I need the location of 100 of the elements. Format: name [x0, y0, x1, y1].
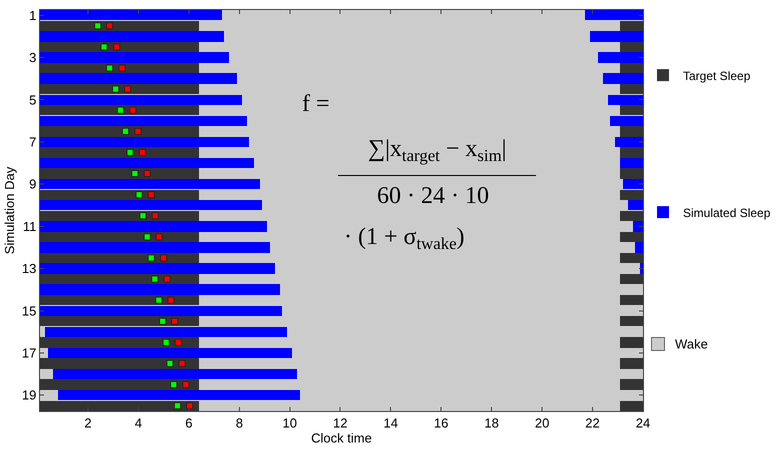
y-tick-label: 9 — [29, 176, 36, 192]
bar — [40, 200, 262, 210]
point — [164, 276, 171, 282]
x-tick-label: 24 — [636, 416, 650, 431]
bar — [623, 179, 643, 189]
bar — [40, 63, 199, 73]
annotation: f = — [302, 91, 330, 117]
bar — [620, 401, 643, 411]
bar — [40, 401, 199, 411]
x-tick-label: 4 — [134, 416, 142, 431]
point — [152, 212, 159, 220]
bar — [620, 295, 643, 305]
bar — [40, 84, 199, 94]
point — [166, 360, 174, 367]
point — [136, 191, 143, 198]
bar — [40, 126, 199, 137]
point — [118, 64, 126, 72]
y-tick-label: 3 — [29, 50, 36, 66]
bar — [620, 158, 643, 168]
y-tick-label: 5 — [29, 92, 36, 108]
bar — [40, 232, 199, 242]
bar — [628, 200, 643, 210]
y-tick-label: 17 — [22, 346, 36, 361]
bar — [40, 253, 199, 263]
bar — [40, 105, 199, 115]
bar — [620, 105, 643, 115]
point — [139, 149, 146, 156]
point — [117, 106, 124, 114]
bar — [40, 168, 199, 179]
bar — [608, 95, 643, 105]
point — [148, 191, 155, 198]
bar — [40, 137, 249, 147]
x-axis-title: Clock time — [311, 430, 372, 446]
bar — [620, 358, 643, 369]
bar — [40, 147, 199, 158]
bar — [40, 158, 254, 168]
legend-label: Simulated Sleep — [683, 206, 771, 220]
y-axis-title: Simulation Day — [2, 166, 17, 254]
x-tick-label: 20 — [534, 416, 550, 431]
point — [174, 402, 181, 410]
legend-label: Target Sleep — [683, 68, 751, 83]
bar — [620, 337, 643, 348]
y-tick-label: 11 — [22, 218, 36, 234]
legend-entry: Wake — [651, 337, 776, 352]
point — [126, 149, 134, 156]
bar — [620, 274, 643, 284]
band-label: Wake — [675, 336, 708, 352]
bar — [585, 10, 643, 20]
point — [159, 318, 166, 325]
x-tick-label: 6 — [185, 416, 192, 431]
bar — [40, 52, 229, 63]
bar — [40, 116, 247, 126]
point — [134, 128, 142, 135]
point — [113, 44, 120, 50]
bar — [620, 126, 643, 137]
bar — [40, 73, 237, 84]
point — [124, 86, 131, 93]
bar — [40, 31, 224, 42]
x-tick-label: 10 — [282, 416, 298, 431]
bar — [40, 42, 199, 52]
bar — [40, 21, 199, 31]
bar — [40, 306, 282, 316]
x-tick-label: 22 — [585, 416, 600, 431]
bar — [48, 348, 292, 358]
point — [148, 254, 155, 262]
bar — [40, 221, 267, 232]
point — [151, 276, 158, 282]
annotation: ∑|x$_{target}$ − x$_{sim}$| — [368, 136, 506, 166]
bar — [40, 10, 222, 20]
bar — [40, 284, 280, 295]
point — [178, 360, 186, 367]
point — [112, 86, 120, 93]
point — [182, 381, 190, 388]
x-tick-label: 8 — [236, 416, 243, 431]
bar — [633, 221, 643, 232]
bar — [40, 211, 199, 221]
x-tick-label: 14 — [383, 416, 398, 431]
bar — [40, 95, 242, 105]
annotation: 60 · 24 · 10 — [377, 183, 489, 209]
bar — [40, 358, 199, 369]
point — [155, 296, 162, 304]
bar — [40, 295, 199, 305]
x-tick-label: 2 — [84, 416, 92, 431]
bar — [40, 190, 199, 200]
bar — [40, 242, 270, 253]
bar — [620, 316, 643, 326]
bar — [620, 63, 643, 73]
point — [171, 318, 178, 325]
bar — [40, 316, 199, 326]
x-tick-label: 12 — [333, 416, 348, 431]
bar — [635, 242, 643, 253]
bar — [620, 21, 643, 31]
bar — [603, 73, 643, 84]
point — [156, 233, 162, 240]
point — [144, 233, 151, 240]
point — [129, 106, 136, 114]
bar — [610, 116, 643, 126]
bar — [45, 327, 287, 337]
bar — [620, 253, 643, 263]
bar — [620, 232, 643, 242]
